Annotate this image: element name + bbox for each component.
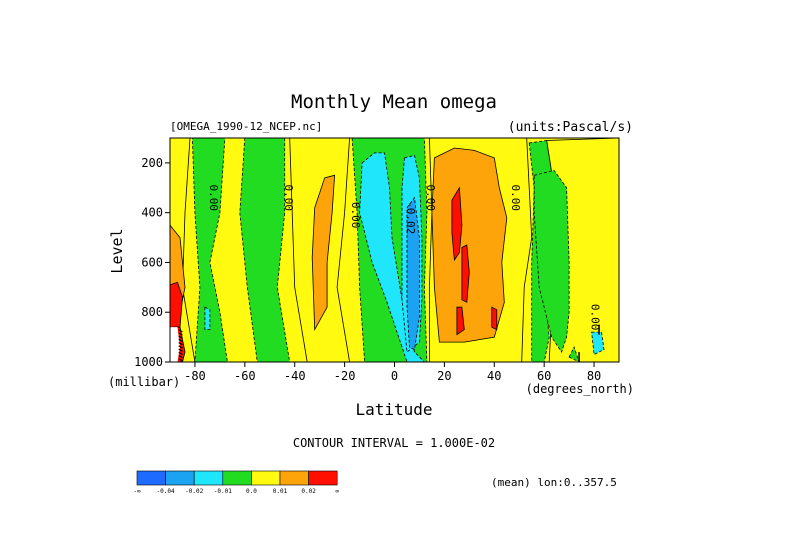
colorbar-swatch [193, 470, 224, 486]
terrain-mask [170, 327, 180, 362]
contour-region-15 [451, 186, 463, 262]
terrain-hatch [178, 335, 183, 339]
colorbar-label: ∞ [335, 488, 339, 495]
terrain-hatch [178, 351, 183, 356]
x-axis-label: Latitude [355, 400, 432, 419]
x-tick-label: 20 [437, 369, 451, 383]
contour-region-6 [239, 138, 291, 362]
y-axis-units: (millibar) [108, 375, 180, 389]
colorbar-label: 0.0 [246, 488, 257, 495]
colorbar-swatch [279, 470, 309, 486]
colorbar-label: 0.01 [273, 488, 288, 495]
x-tick-label: 60 [537, 369, 551, 383]
x-tick-label: -40 [284, 369, 306, 383]
contour-region-23 [568, 346, 580, 362]
colorbar-label: -0.04 [157, 488, 175, 495]
terrain-hatch [178, 355, 183, 359]
contour-label-0: 0.00 [207, 184, 220, 211]
plot-frame [169, 137, 620, 363]
contour-region-8 [311, 174, 336, 332]
y-tick-label: 200 [141, 156, 163, 170]
colorbar-label: -0.01 [214, 488, 232, 495]
x-tick-label: -60 [234, 369, 256, 383]
colorbar-label: -∞ [133, 488, 141, 495]
contour-region-17 [456, 306, 465, 336]
contour-label-3: 0.00 [424, 184, 437, 211]
colorbar-label: 0.02 [301, 488, 316, 495]
x-tick-label: 0 [391, 369, 398, 383]
terrain-hatch [178, 342, 183, 346]
contour-label-1: 0.00 [282, 184, 295, 211]
x-tick-label: 40 [487, 369, 501, 383]
contour-label-2: 0.00 [349, 202, 362, 229]
colorbar-swatch [308, 470, 338, 486]
x-tick-label: -20 [334, 369, 356, 383]
contour-label-4: -0.02 [404, 201, 417, 234]
contour-region-4 [191, 138, 228, 362]
contour-region-18 [491, 306, 498, 331]
y-axis-label: Level [108, 228, 126, 273]
terrain-hatch [178, 332, 183, 336]
x-tick-label: -80 [184, 369, 206, 383]
contour-region-12 [406, 196, 420, 351]
chart-title: Monthly Mean omega [291, 91, 497, 113]
colorbar: -∞ -0.04 -0.02 -0.01 0.0 0.01 0.02 ∞ [133, 470, 339, 495]
contour-interval-label: CONTOUR INTERVAL = 1.000E-02 [293, 436, 495, 450]
colorbar-label: -0.02 [185, 488, 203, 495]
y-axis: 200 400 600 800 1000 [134, 156, 170, 369]
colorbar-swatch [165, 470, 195, 486]
y-tick-label: 1000 [134, 355, 163, 369]
colorbar-swatch [251, 470, 281, 486]
contour-region-2 [170, 281, 183, 328]
terrain-hatch [178, 338, 183, 343]
contour-label-6: 0.00 [589, 304, 602, 331]
terrain-hatch [178, 345, 183, 349]
colorbar-swatch [136, 470, 166, 486]
y-tick-label: 600 [141, 255, 163, 269]
terrain-hatch [178, 358, 183, 362]
contour-region-16 [461, 244, 470, 303]
terrain-hatch [178, 348, 183, 352]
colorbar-swatch [222, 470, 252, 486]
contour-region-21 [533, 169, 570, 353]
plot-area: 0.00 0.00 0.00 0.00 -0.02 0.00 0.00 [170, 138, 619, 362]
contour-region-22 [591, 331, 605, 356]
x-axis: -80 -60 -40 -20 0 20 40 60 80 [184, 362, 601, 383]
y-tick-label: 800 [141, 305, 163, 319]
averaging-label: (mean) lon:0..357.5 [491, 476, 617, 489]
contour-region-14 [431, 147, 508, 343]
terrain-hatch [178, 329, 183, 333]
units-label: (units:Pascal/s) [508, 120, 633, 135]
x-tick-label: 80 [587, 369, 601, 383]
contour-region-5 [204, 306, 211, 331]
dataset-label: [OMEGA_1990-12_NCEP.nc] [170, 120, 322, 133]
x-axis-units: (degrees_north) [526, 382, 634, 396]
y-tick-label: 400 [141, 206, 163, 220]
contour-label-5: 0.00 [509, 184, 522, 211]
contour-region-10 [359, 152, 425, 362]
